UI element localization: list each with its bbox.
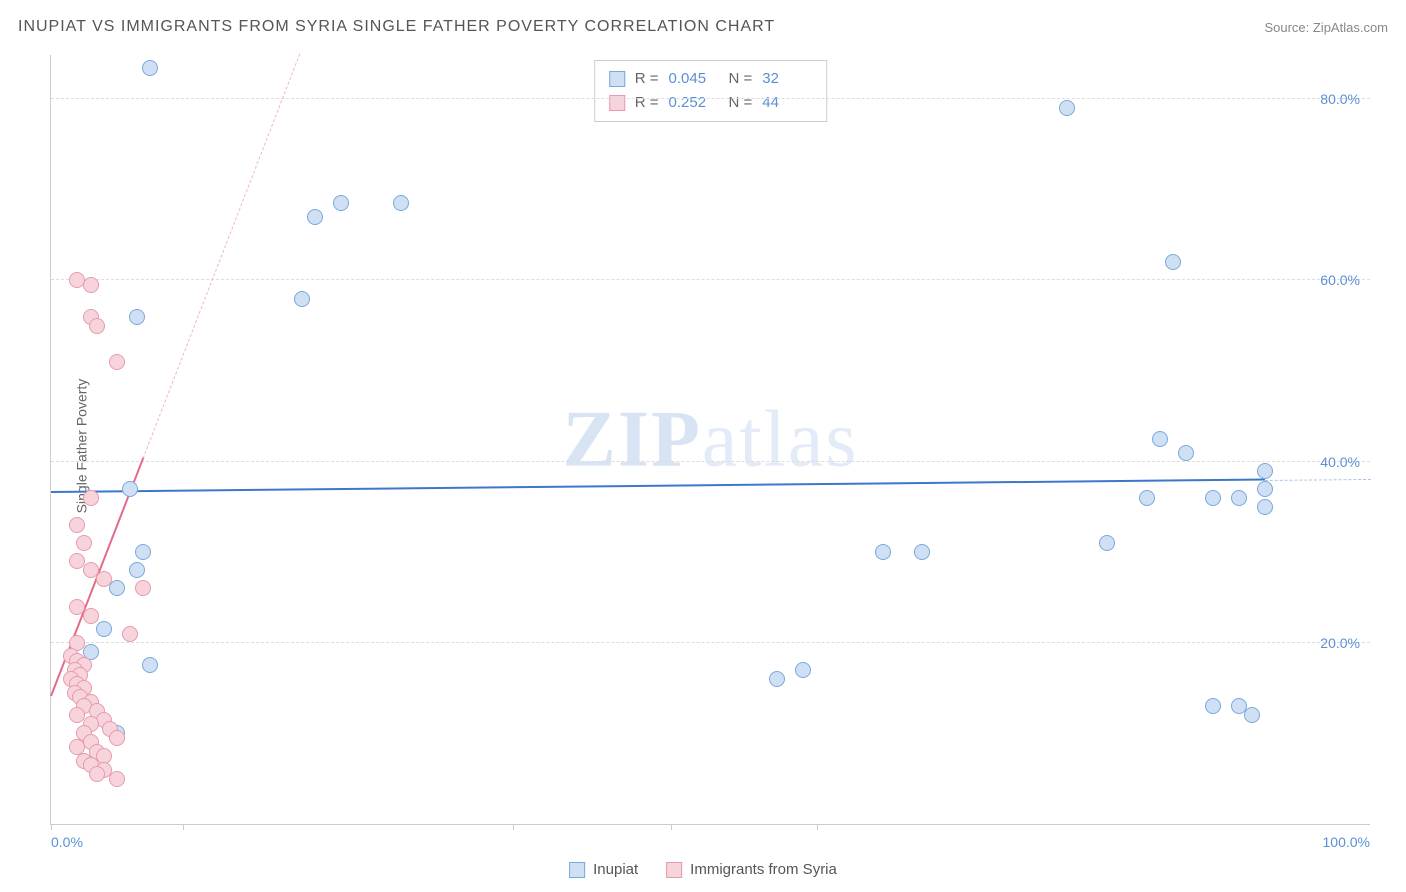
data-point xyxy=(69,517,85,533)
n-label: N = xyxy=(729,67,753,91)
trend-line-extension xyxy=(1265,479,1371,481)
data-point xyxy=(83,277,99,293)
legend-swatch xyxy=(609,71,625,87)
data-point xyxy=(1231,490,1247,506)
data-point xyxy=(135,544,151,560)
y-tick-label: 60.0% xyxy=(1320,272,1360,288)
y-tick-label: 20.0% xyxy=(1320,635,1360,651)
data-point xyxy=(142,60,158,76)
data-point xyxy=(875,544,891,560)
legend-swatch xyxy=(666,862,682,878)
trend-line xyxy=(51,479,1265,494)
data-point xyxy=(1205,698,1221,714)
r-label: R = xyxy=(635,91,659,115)
data-point xyxy=(914,544,930,560)
watermark-bold: ZIP xyxy=(563,395,702,483)
data-point xyxy=(135,580,151,596)
data-point xyxy=(1099,535,1115,551)
data-point xyxy=(294,291,310,307)
gridline-horizontal xyxy=(51,642,1370,643)
data-point xyxy=(76,535,92,551)
data-point xyxy=(1139,490,1155,506)
data-point xyxy=(122,481,138,497)
data-point xyxy=(1244,707,1260,723)
trend-line-extension xyxy=(143,53,301,458)
data-point xyxy=(1059,100,1075,116)
data-point xyxy=(795,662,811,678)
data-point xyxy=(83,490,99,506)
data-point xyxy=(393,195,409,211)
data-point xyxy=(89,766,105,782)
data-point xyxy=(1257,463,1273,479)
n-label: N = xyxy=(729,91,753,115)
x-tick xyxy=(183,824,184,830)
data-point xyxy=(142,657,158,673)
r-value: 0.045 xyxy=(669,67,719,91)
data-point xyxy=(96,621,112,637)
x-tick xyxy=(513,824,514,830)
data-point xyxy=(769,671,785,687)
gridline-horizontal xyxy=(51,98,1370,99)
plot-area: ZIPatlas R = 0.045 N = 32 R = 0.252 N = 44 20.0… xyxy=(50,55,1370,825)
data-point xyxy=(89,318,105,334)
data-point xyxy=(1257,481,1273,497)
r-value: 0.252 xyxy=(669,91,719,115)
legend-item: Inupiat xyxy=(569,861,638,878)
x-tick xyxy=(671,824,672,830)
watermark-light: atlas xyxy=(702,395,859,483)
chart-title: INUPIAT VS IMMIGRANTS FROM SYRIA SINGLE … xyxy=(18,18,775,36)
data-point xyxy=(307,209,323,225)
title-bar: INUPIAT VS IMMIGRANTS FROM SYRIA SINGLE … xyxy=(18,18,1388,36)
legend-stats: R = 0.045 N = 32 R = 0.252 N = 44 xyxy=(594,60,828,122)
n-value: 44 xyxy=(762,91,812,115)
watermark: ZIPatlas xyxy=(563,394,859,485)
x-tick-label: 0.0% xyxy=(51,834,83,850)
x-tick xyxy=(51,824,52,830)
data-point xyxy=(129,309,145,325)
data-point xyxy=(96,571,112,587)
data-point xyxy=(109,771,125,787)
legend-stat-row: R = 0.252 N = 44 xyxy=(609,91,813,115)
data-point xyxy=(1178,445,1194,461)
source-label: Source: ZipAtlas.com xyxy=(1264,20,1388,35)
data-point xyxy=(109,354,125,370)
legend-item: Immigrants from Syria xyxy=(666,861,837,878)
legend-stat-row: R = 0.045 N = 32 xyxy=(609,67,813,91)
x-tick-label: 100.0% xyxy=(1323,834,1370,850)
legend-label: Inupiat xyxy=(593,861,638,878)
legend-label: Immigrants from Syria xyxy=(690,861,837,878)
data-point xyxy=(109,580,125,596)
gridline-horizontal xyxy=(51,461,1370,462)
data-point xyxy=(109,730,125,746)
data-point xyxy=(122,626,138,642)
data-point xyxy=(1165,254,1181,270)
n-value: 32 xyxy=(762,67,812,91)
data-point xyxy=(1152,431,1168,447)
data-point xyxy=(1205,490,1221,506)
legend-swatch xyxy=(569,862,585,878)
x-tick xyxy=(817,824,818,830)
y-tick-label: 80.0% xyxy=(1320,91,1360,107)
r-label: R = xyxy=(635,67,659,91)
data-point xyxy=(129,562,145,578)
data-point xyxy=(83,608,99,624)
gridline-horizontal xyxy=(51,279,1370,280)
legend-series: Inupiat Immigrants from Syria xyxy=(569,861,837,878)
data-point xyxy=(1257,499,1273,515)
y-tick-label: 40.0% xyxy=(1320,454,1360,470)
data-point xyxy=(333,195,349,211)
